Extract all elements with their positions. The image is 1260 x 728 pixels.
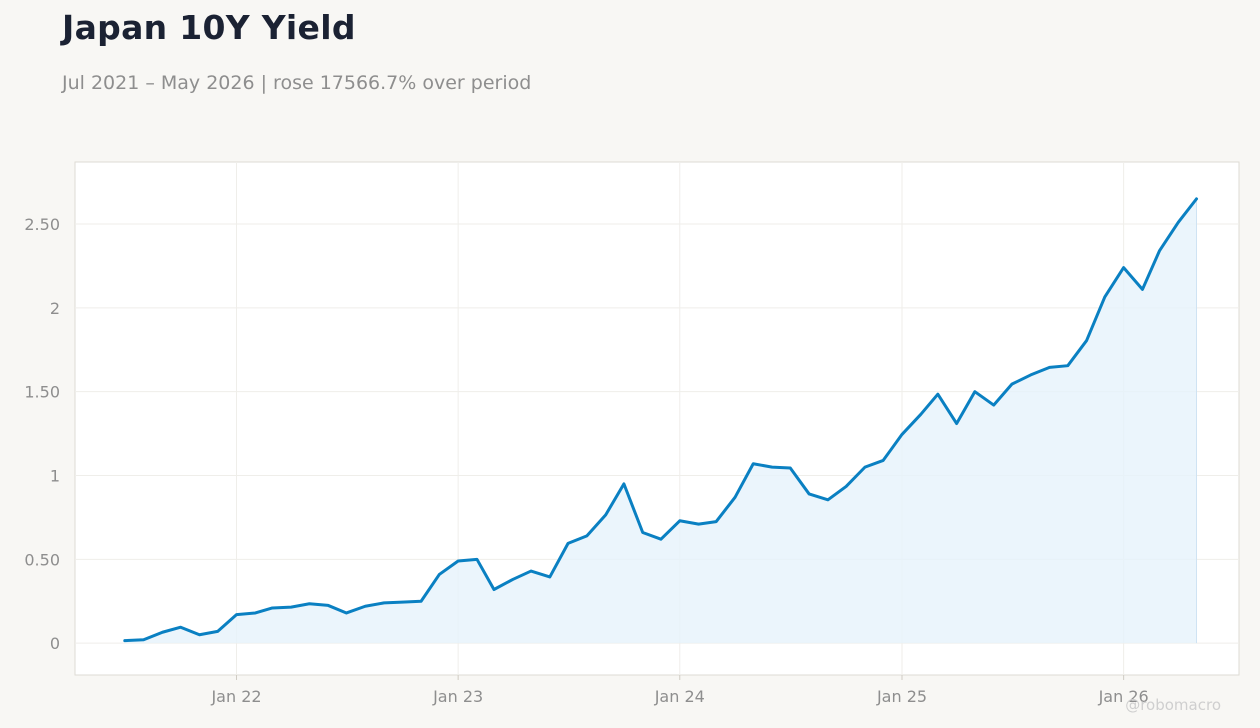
data-point <box>308 602 311 605</box>
data-point <box>1066 364 1069 367</box>
data-point <box>936 392 940 396</box>
watermark: @robomacro <box>1125 696 1221 714</box>
data-point <box>659 538 663 541</box>
data-point <box>863 465 867 469</box>
data-point <box>715 520 718 523</box>
data-point <box>844 485 848 488</box>
data-point <box>456 559 460 563</box>
data-point <box>289 605 293 609</box>
data-point <box>401 600 404 604</box>
x-tick-label: Jan 24 <box>654 687 705 706</box>
data-point <box>1010 382 1014 386</box>
data-point <box>752 462 755 465</box>
data-point <box>955 422 958 425</box>
data-point <box>881 459 885 462</box>
data-point <box>511 578 514 581</box>
data-point <box>1122 266 1125 269</box>
data-point <box>271 606 274 610</box>
y-tick-label: 1 <box>50 467 60 486</box>
data-point <box>973 390 977 393</box>
series-area <box>124 198 1197 644</box>
data-point <box>216 630 219 633</box>
data-point <box>142 638 145 641</box>
data-point <box>327 604 330 607</box>
chart-title: Japan 10Y Yield <box>62 8 356 47</box>
data-point <box>1085 339 1088 342</box>
data-point <box>770 465 774 469</box>
data-point <box>992 403 995 407</box>
data-point <box>179 626 182 629</box>
data-point <box>789 466 792 470</box>
data-point <box>529 569 533 573</box>
data-point <box>1177 221 1180 224</box>
data-point <box>382 601 386 605</box>
data-point <box>548 575 552 579</box>
data-point <box>254 611 257 615</box>
data-point <box>900 433 904 436</box>
data-point <box>1048 366 1051 369</box>
data-point <box>235 613 238 616</box>
y-tick-label: 0 <box>50 634 60 653</box>
data-point <box>622 482 626 486</box>
data-point <box>198 633 201 636</box>
data-point <box>604 513 607 517</box>
data-point <box>475 558 479 561</box>
data-point <box>566 542 570 545</box>
x-tick-label: Jan 25 <box>876 687 927 706</box>
data-point <box>641 531 644 534</box>
y-tick-label: 2.50 <box>24 215 60 234</box>
data-point <box>585 534 589 538</box>
x-tick-label: Jan 22 <box>210 687 261 706</box>
data-point <box>1103 295 1107 299</box>
x-tick-label: Jan 26 <box>1098 687 1149 706</box>
data-point <box>1029 373 1032 377</box>
data-point <box>364 605 367 608</box>
chart-subtitle: Jul 2021 – May 2026 | rose 17566.7% over… <box>62 72 532 94</box>
data-point <box>1195 197 1198 201</box>
data-point <box>733 496 737 499</box>
data-point <box>438 573 441 576</box>
data-point <box>697 522 700 526</box>
data-point <box>1158 249 1161 253</box>
x-tick-label: Jan 23 <box>432 687 483 706</box>
data-point <box>678 519 681 522</box>
data-point <box>1141 288 1144 291</box>
data-point <box>807 492 811 496</box>
data-point <box>161 631 164 634</box>
y-tick-label: 2 <box>50 299 60 318</box>
data-point <box>919 413 923 416</box>
y-tick-label: 0.50 <box>24 550 60 569</box>
data-point <box>123 639 126 642</box>
y-tick-label: 1.50 <box>24 383 60 402</box>
data-point <box>492 588 496 591</box>
data-point <box>826 498 830 502</box>
data-point <box>345 611 348 615</box>
data-point <box>419 600 423 603</box>
